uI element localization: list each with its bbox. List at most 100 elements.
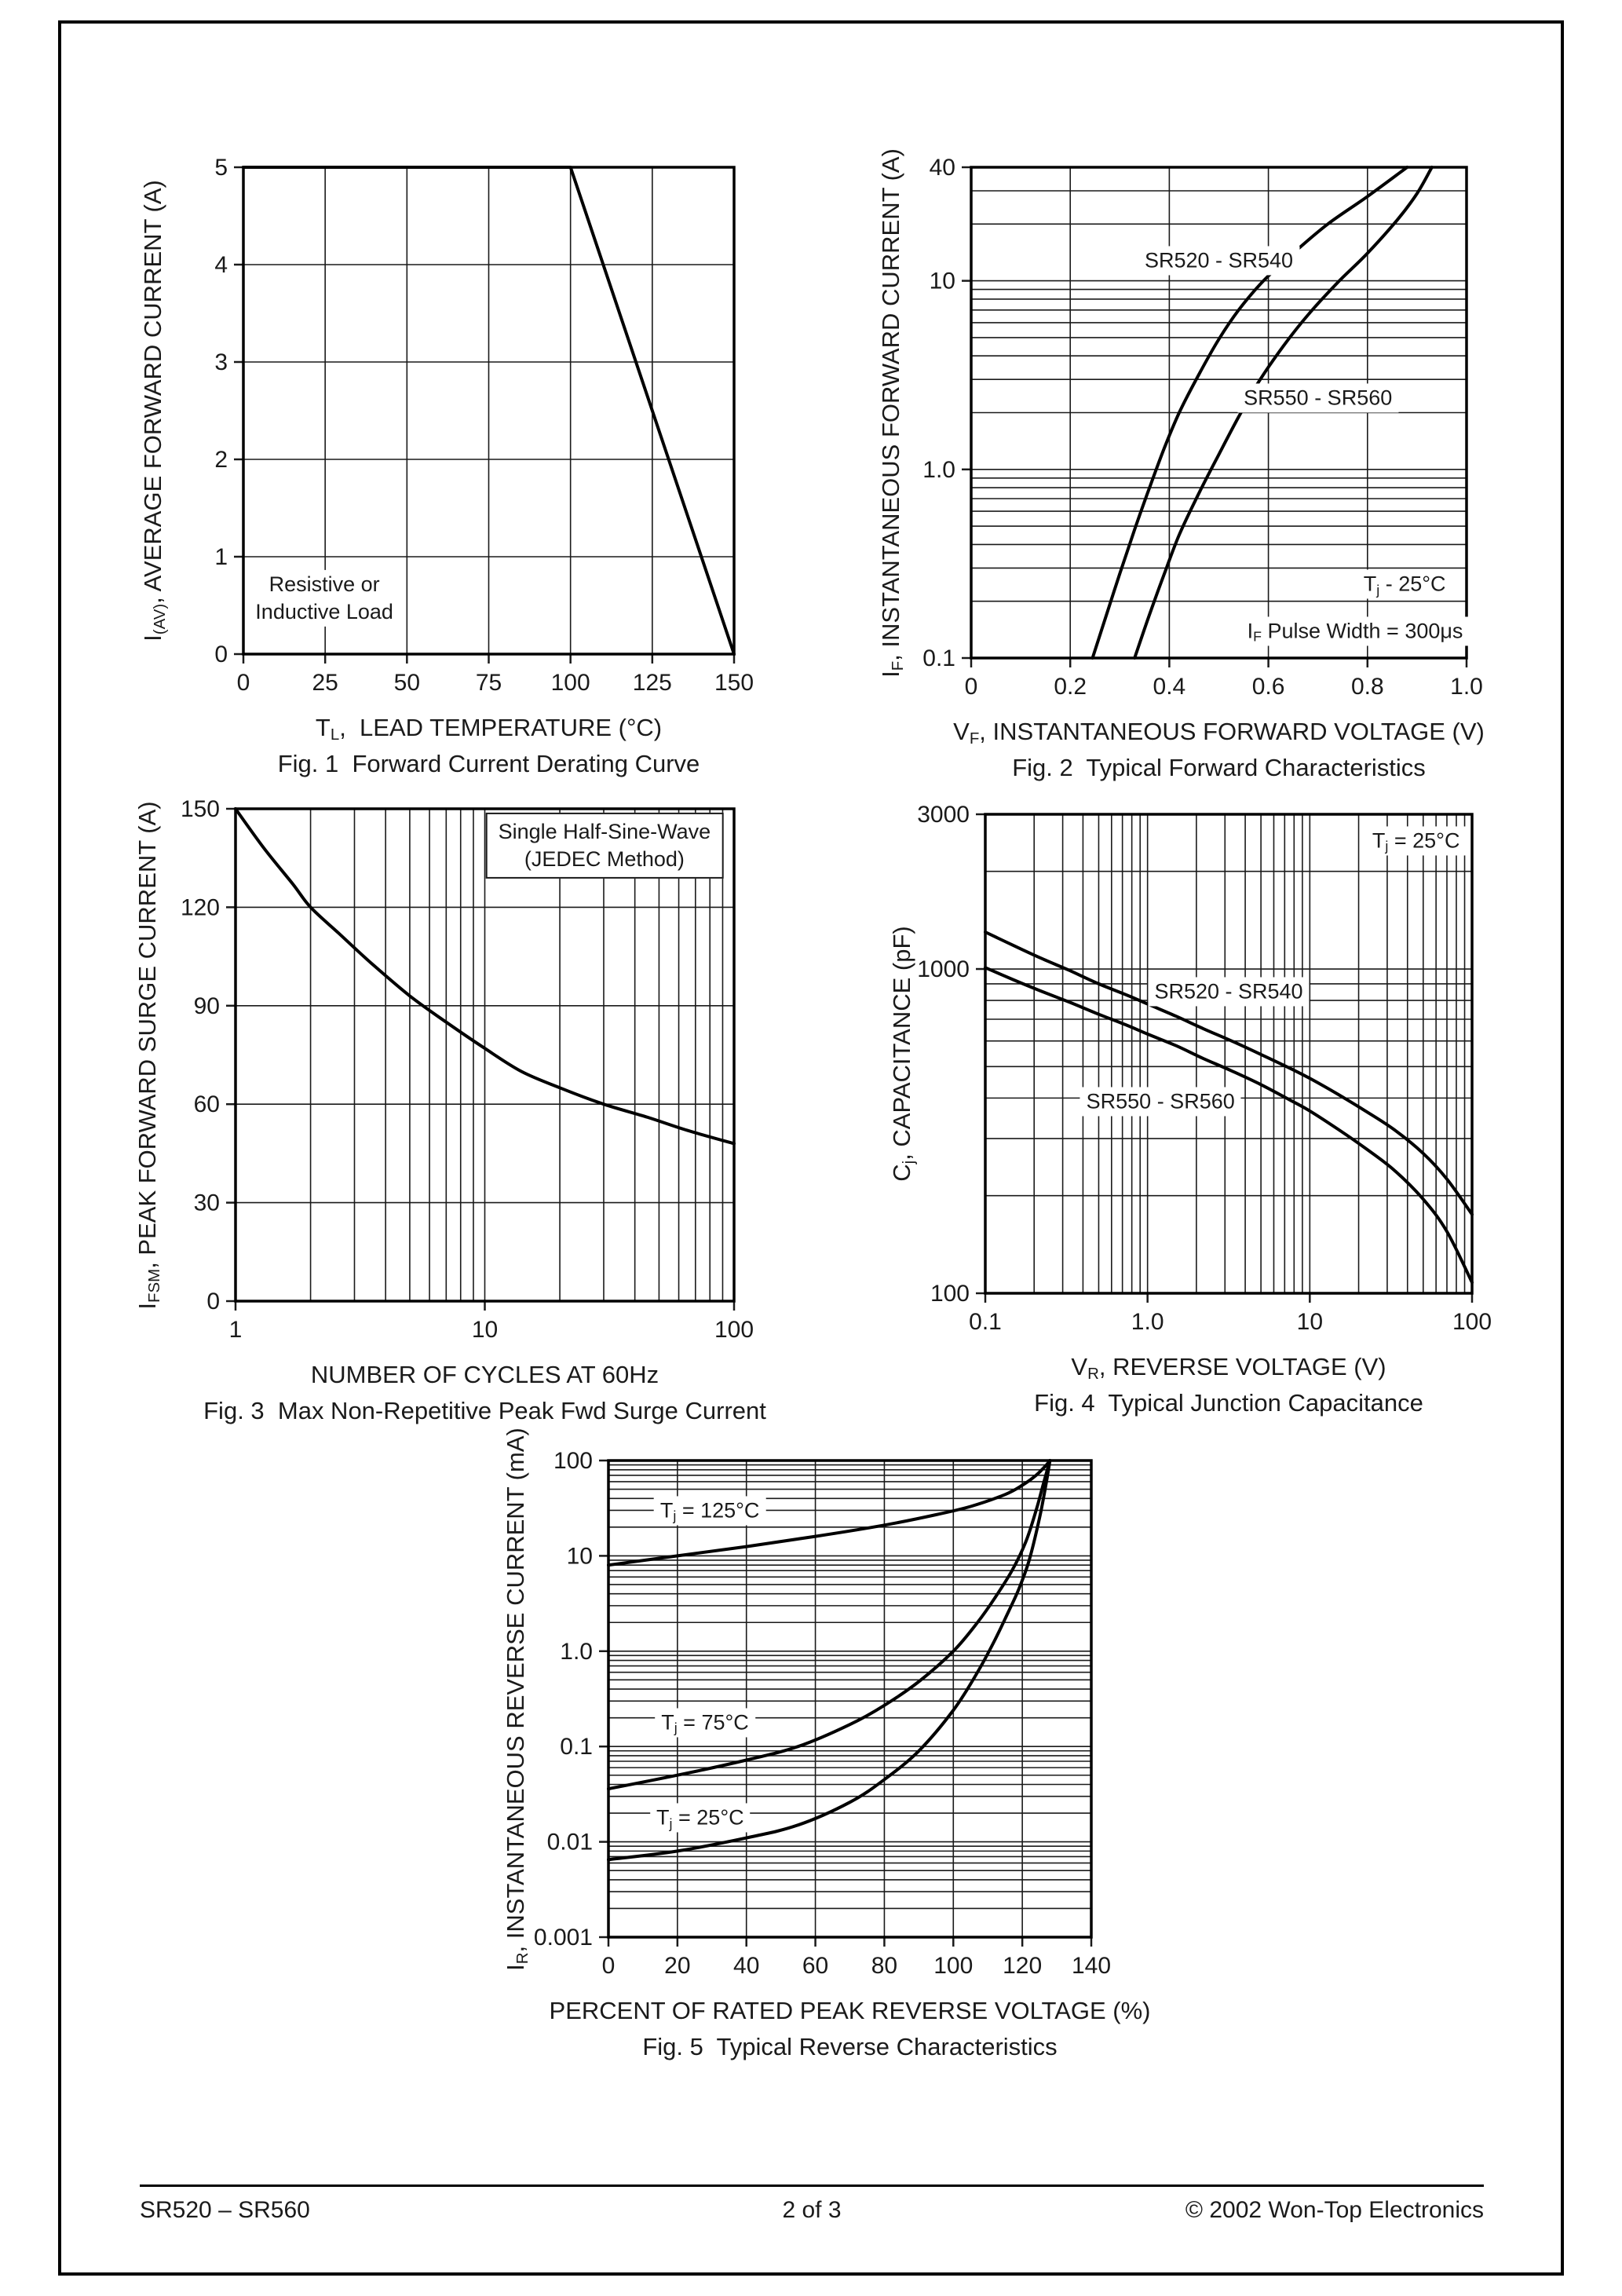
svg-text:60: 60 [802, 1953, 828, 1979]
svg-text:0.4: 0.4 [1153, 674, 1186, 700]
svg-text:100: 100 [714, 1317, 754, 1343]
svg-text:10: 10 [472, 1317, 498, 1343]
fig1-forward-current-derating-chart: I(AV), AVERAGE FORWARD CURRENT (A) TL, L… [139, 155, 754, 777]
svg-text:0.01: 0.01 [547, 1830, 593, 1855]
label-text: I [139, 634, 166, 642]
svg-text:125: 125 [633, 670, 672, 696]
label-text: , REVERSE VOLTAGE (V) [1098, 1353, 1386, 1380]
plot-area-svg: 1 10 100 0 30 60 90 120 150 [181, 796, 754, 1343]
fig3-y-axis-label: IFSM, PEAK FORWARD SURGE CURRENT (A) [133, 801, 163, 1310]
svg-text:0.1: 0.1 [969, 1309, 1002, 1335]
svg-text:60: 60 [194, 1091, 220, 1117]
label-text: PERCENT OF RATED PEAK REVERSE VOLTAGE (%… [549, 1997, 1151, 2024]
label-text: , CAPACITANCE (pF) [888, 926, 915, 1161]
svg-text:1.0: 1.0 [1131, 1309, 1164, 1335]
svg-text:25: 25 [312, 670, 338, 696]
footer-divider [140, 2184, 1484, 2187]
svg-text:30: 30 [194, 1190, 220, 1216]
label-text: I [877, 670, 904, 678]
label-text: , INSTANTANEOUS FORWARD CURRENT (A) [877, 148, 904, 661]
svg-text:0: 0 [602, 1953, 616, 1979]
svg-text:0: 0 [214, 642, 228, 667]
fig4-typical-junction-capacitance-chart: Cj, CAPACITANCE (pF) VR, REVERSE VOLTAGE… [888, 802, 1492, 1417]
svg-text:1: 1 [229, 1317, 243, 1343]
label-subscript: (AV) [151, 603, 170, 635]
label-text: , INSTANTANEOUS FORWARD VOLTAGE (V) [979, 718, 1485, 745]
svg-text:120: 120 [181, 894, 220, 920]
fig1-caption: Fig. 1 Forward Current Derating Curve [277, 750, 700, 777]
svg-text:120: 120 [1003, 1953, 1042, 1979]
svg-text:2: 2 [214, 447, 228, 473]
svg-text:150: 150 [714, 670, 754, 696]
label-text: C [888, 1164, 915, 1182]
fig4-y-axis-label: Cj, CAPACITANCE (pF) [888, 926, 919, 1182]
label-text: , INSTANTANEOUS REVERSE CURRENT (mA) [502, 1427, 529, 1952]
label-subscript: R [513, 1951, 532, 1964]
plot-area-svg: 0 20 40 60 80 100 120 140 100 10 1.0 0.1 0.01 0.001 [534, 1448, 1111, 1979]
svg-text:1.0: 1.0 [1450, 674, 1483, 700]
svg-text:5: 5 [214, 155, 228, 181]
svg-text:100: 100 [933, 1953, 973, 1979]
label-text: V [1071, 1353, 1088, 1380]
svg-text:20: 20 [664, 1953, 690, 1979]
footer-part-number: SR520 – SR560 [140, 2197, 310, 2223]
svg-text:0: 0 [965, 674, 978, 700]
svg-text:10: 10 [567, 1543, 593, 1569]
fig3-peak-forward-surge-current-chart: IFSM, PEAK FORWARD SURGE CURRENT (A) NUM… [133, 796, 766, 1424]
label-text: I [502, 1963, 529, 1971]
label-text: T [315, 714, 331, 741]
fig4-x-axis-label: VR, REVERSE VOLTAGE (V) [912, 1353, 1545, 1384]
fig2-y-axis-label: IF, INSTANTANEOUS FORWARD CURRENT (A) [877, 148, 908, 678]
plot-area-svg: 0 0.2 0.4 0.6 0.8 1.0 40 10 1.0 0.1 [922, 155, 1483, 700]
svg-text:0: 0 [237, 670, 250, 696]
svg-text:100: 100 [1452, 1309, 1492, 1335]
fig3-caption: Fig. 3 Max Non-Repetitive Peak Fwd Surge… [203, 1397, 766, 1424]
label-subscript: F [969, 729, 980, 748]
svg-text:100: 100 [930, 1281, 970, 1307]
svg-text:0.001: 0.001 [534, 1925, 593, 1951]
fig1-x-axis-label: TL, LEAD TEMPERATURE (°C) [170, 714, 808, 744]
svg-text:90: 90 [194, 993, 220, 1019]
label-text: , AVERAGE FORWARD CURRENT (A) [139, 180, 166, 604]
svg-text:1000: 1000 [917, 956, 970, 982]
svg-text:1.0: 1.0 [560, 1639, 593, 1665]
fig5-typical-reverse-characteristics-chart: IR, INSTANTANEOUS REVERSE CURRENT (mA) P… [502, 1428, 1150, 2060]
label-text: I [133, 1302, 161, 1310]
svg-text:1: 1 [214, 544, 228, 570]
svg-text:140: 140 [1072, 1953, 1111, 1979]
footer-page-number: 2 of 3 [782, 2197, 842, 2223]
svg-text:0.1: 0.1 [922, 645, 955, 671]
svg-text:100: 100 [551, 670, 590, 696]
svg-text:3: 3 [214, 349, 228, 375]
svg-text:100: 100 [553, 1448, 593, 1474]
svg-text:0.6: 0.6 [1252, 674, 1285, 700]
footer-copyright: © 2002 Won-Top Electronics [1185, 2197, 1484, 2223]
plot-area-svg: 0.1 1.0 10 100 3000 1000 100 [917, 802, 1492, 1335]
fig2-x-axis-label: VF, INSTANTANEOUS FORWARD VOLTAGE (V) [897, 718, 1540, 748]
label-text: , LEAD TEMPERATURE (°C) [339, 714, 663, 741]
svg-text:50: 50 [394, 670, 420, 696]
label-subscript: R [1087, 1365, 1099, 1384]
fig2-caption: Fig. 2 Typical Forward Characteristics [1012, 754, 1426, 781]
svg-text:0: 0 [206, 1289, 220, 1314]
fig3-x-axis-label: NUMBER OF CYCLES AT 60Hz [161, 1361, 809, 1389]
fig5-y-axis-label: IR, INSTANTANEOUS REVERSE CURRENT (mA) [502, 1427, 532, 1971]
svg-text:40: 40 [733, 1953, 759, 1979]
svg-text:150: 150 [181, 796, 220, 822]
svg-text:4: 4 [214, 252, 228, 278]
svg-text:10: 10 [1297, 1309, 1323, 1335]
fig1-y-axis-label: I(AV), AVERAGE FORWARD CURRENT (A) [139, 180, 170, 642]
label-subscript: j [900, 1160, 919, 1164]
label-text: V [953, 718, 970, 745]
page-footer: SR520 – SR560 2 of 3 © 2002 Won-Top Elec… [140, 2197, 1484, 2228]
fig2-typical-forward-characteristics-chart: IF, INSTANTANEOUS FORWARD CURRENT (A) VF… [877, 148, 1485, 781]
label-subscript: F [889, 660, 908, 671]
svg-text:0.2: 0.2 [1054, 674, 1087, 700]
svg-text:40: 40 [930, 155, 955, 181]
plot-area-svg: 0 25 50 75 100 125 150 0 1 2 3 4 5 [214, 155, 754, 696]
svg-text:0.1: 0.1 [560, 1734, 593, 1760]
svg-text:75: 75 [476, 670, 502, 696]
label-text: NUMBER OF CYCLES AT 60Hz [310, 1361, 659, 1388]
svg-text:80: 80 [871, 1953, 897, 1979]
